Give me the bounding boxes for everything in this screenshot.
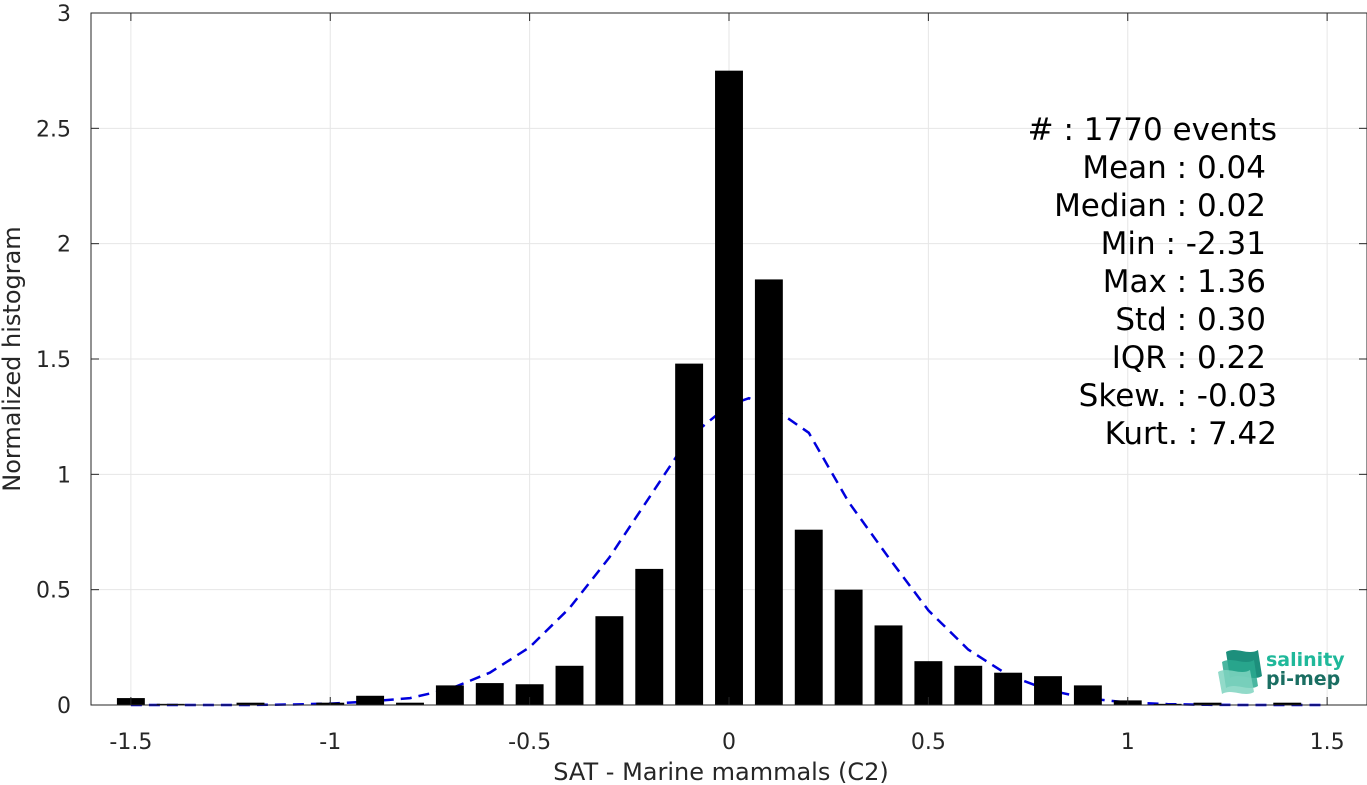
histogram-bar — [954, 665, 983, 705]
histogram-bar — [874, 625, 903, 705]
histogram-bar — [555, 665, 584, 705]
x-tick-label: 1.5 — [1310, 730, 1345, 755]
histogram-bar — [1193, 702, 1222, 705]
histogram-bar — [1073, 685, 1102, 705]
histogram-bar — [635, 568, 664, 705]
stat-kurtosis: Kurt. : 7.42 — [1105, 416, 1277, 452]
x-tick-label: -1 — [319, 730, 341, 755]
histogram-bar — [475, 683, 504, 705]
stat-median: Median : 0.02 — [1054, 188, 1266, 224]
x-tick-label: 0.5 — [911, 730, 946, 755]
stat-max: Max : 1.36 — [1103, 264, 1266, 300]
wave-icon — [1218, 650, 1262, 694]
histogram-bar — [396, 702, 424, 705]
histogram-bar — [994, 672, 1023, 705]
histogram-bar — [156, 703, 185, 705]
histogram-bar — [595, 616, 624, 705]
histogram-bar — [754, 279, 783, 705]
y-tick-label: 1.5 — [36, 348, 71, 373]
y-tick-label: 3 — [57, 2, 71, 27]
y-axis-ticks: 0 0.5 1 1.5 2 2.5 3 — [36, 2, 1367, 719]
x-tick-label: -1.5 — [109, 730, 152, 755]
histogram-bar — [515, 684, 544, 705]
stat-iqr: IQR : 0.22 — [1112, 340, 1266, 376]
histogram-bar — [435, 685, 464, 705]
histogram-bar — [715, 70, 743, 705]
logo-text-salinity: salinity — [1266, 649, 1345, 671]
histogram-bar — [834, 589, 863, 705]
stat-count: # : 1770 events — [1028, 112, 1277, 148]
stat-mean: Mean : 0.04 — [1082, 150, 1266, 186]
stat-skewness: Skew. : -0.03 — [1079, 378, 1277, 414]
y-axis-label: Normalized histogram — [0, 226, 26, 491]
salinity-pi-mep-logo: salinity pi-mep — [1218, 649, 1345, 694]
histogram-bar — [1034, 676, 1062, 705]
histogram-bar — [794, 529, 823, 705]
histogram-bar — [675, 363, 704, 705]
y-tick-label: 0 — [57, 694, 71, 719]
x-tick-label: -0.5 — [508, 730, 551, 755]
statistics-annotation: # : 1770 events Mean : 0.04 Median : 0.0… — [1028, 112, 1277, 452]
stat-min: Min : -2.31 — [1101, 226, 1266, 262]
x-axis-label: SAT - Marine mammals (C2) — [553, 758, 888, 785]
x-axis-ticks: -1.5 -1 -0.5 0 0.5 1 1.5 — [109, 13, 1345, 755]
y-tick-label: 0.5 — [36, 579, 71, 604]
x-tick-label: 0 — [722, 730, 736, 755]
histogram-bar — [1273, 702, 1302, 705]
logo-text-pi-mep: pi-mep — [1266, 668, 1340, 690]
y-tick-label: 2.5 — [36, 117, 71, 142]
y-tick-label: 2 — [57, 233, 71, 258]
histogram-bar — [356, 695, 385, 705]
y-tick-label: 1 — [57, 463, 71, 488]
histogram-bars — [116, 70, 1302, 705]
x-tick-label: 1 — [1121, 730, 1135, 755]
stat-std: Std : 0.30 — [1115, 302, 1266, 338]
histogram-bar — [236, 702, 265, 705]
histogram-bar — [1153, 703, 1182, 705]
